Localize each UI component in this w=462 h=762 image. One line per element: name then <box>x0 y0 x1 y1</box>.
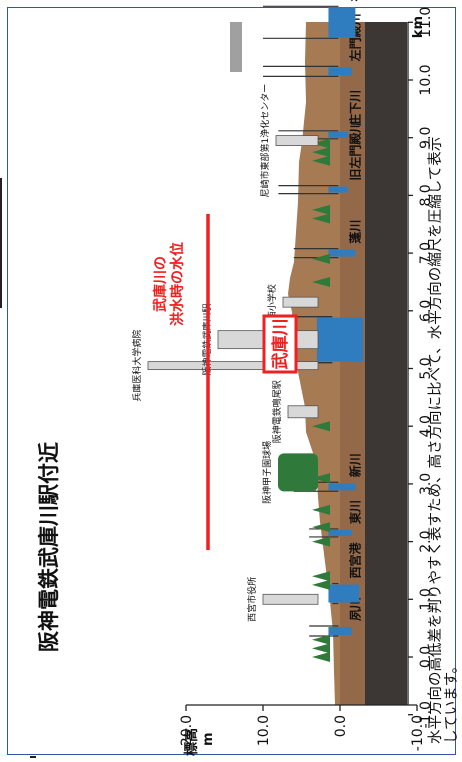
elevation-tick-label: -10.0 <box>410 715 426 751</box>
trees <box>312 138 330 662</box>
tree-icon <box>312 634 330 645</box>
elevation-axis-label: 標高 <box>183 728 200 756</box>
tree-icon <box>312 253 330 264</box>
elevation-tick-label: 0.0 <box>333 715 349 737</box>
tree-icon <box>312 147 330 158</box>
distance-tick-label: 10.0 <box>418 64 434 95</box>
building-icon <box>282 296 319 308</box>
landmark-label: 西小学校 <box>266 284 278 320</box>
tree-icon <box>312 571 330 582</box>
landmark-label: 尼崎市東部第1浄化センター <box>259 84 271 198</box>
tree-icon <box>312 536 330 547</box>
distance-tick-label: 6.0 <box>418 300 434 322</box>
building-icon <box>275 135 319 146</box>
landmark: 尼崎市東部第1浄化センター <box>259 84 319 198</box>
distance-axis: -1.0 0.0 1.0 2.0 3.0 4.0 5.0 6.0 7.0 8.0 9.0 10.0 11… <box>407 7 434 728</box>
featured-river-box: 武庫川 <box>262 314 298 374</box>
elevation-tick-label: 20.0 <box>179 715 195 746</box>
distance-tick-label: 11.0 <box>418 7 434 38</box>
distance-tick-label: 2.0 <box>418 530 434 552</box>
left-edge-mark <box>0 178 2 308</box>
tree-icon <box>312 155 330 166</box>
tree-icon <box>312 579 330 590</box>
river-water <box>328 483 356 491</box>
river: 夙川 <box>309 597 362 637</box>
tree-icon <box>312 213 330 224</box>
tree-icon <box>312 473 330 484</box>
river-water <box>328 529 352 536</box>
building-icon <box>287 405 319 419</box>
river-water <box>328 584 360 603</box>
river-water <box>328 249 356 257</box>
subsoil-layer <box>365 22 407 705</box>
river-label: 西宮港 <box>347 542 362 579</box>
river-water <box>328 131 348 138</box>
distance-tick-label: 8.0 <box>418 184 434 206</box>
landmark-label: 兵庫医科大学病院 <box>131 330 143 402</box>
tree-icon <box>312 138 330 149</box>
tree-icon <box>312 643 330 654</box>
bottom-edge-mark <box>30 756 36 758</box>
flood-level-label: 武庫川の洪水時の水位 <box>152 242 186 326</box>
river: 西宮港 <box>328 542 362 605</box>
river-water <box>328 7 356 38</box>
river: 東川 <box>309 500 362 538</box>
tree-icon <box>312 652 330 662</box>
river: 左門殿川 <box>263 13 362 77</box>
river-label: 旧左門殿川 <box>347 121 362 181</box>
footnote: 水平方向の高低差を判りやすく表すため、高さ方向に比べて、水平方向の縮尺を圧縮して… <box>427 137 460 744</box>
tree-icon <box>312 421 330 432</box>
river-label: 神崎川 <box>347 0 362 1</box>
distance-tick-label: -1.0 <box>418 701 434 728</box>
river-label: 庄下川 <box>347 90 362 126</box>
distance-tick-label: 9.0 <box>418 127 434 149</box>
building-icon <box>262 593 319 605</box>
featured-river-label: 武庫川 <box>270 319 291 370</box>
landmark-label: 阪神甲子園球場 <box>261 441 273 504</box>
landmark-label: 西宮市役所 <box>246 577 258 622</box>
distance-tick-label: 0.0 <box>418 646 434 668</box>
tree-icon <box>312 522 330 533</box>
river-water <box>328 627 352 636</box>
river-label: 夙川 <box>348 597 362 621</box>
distance-tick-label: 7.0 <box>418 242 434 264</box>
river-label: 東川 <box>347 500 362 524</box>
tree-icon <box>312 204 330 215</box>
distance-axis-unit: km <box>411 16 426 38</box>
tree-icon <box>312 504 330 515</box>
elevation-axis: 20.0 10.0 0.0 -10.0 標高 m <box>179 704 426 756</box>
stadium-icon <box>278 453 318 492</box>
distance-tick-label: 4.0 <box>418 415 434 437</box>
landmark: 阪神電鉄鳴尾駅 <box>271 380 319 443</box>
landmark: 西宮市役所 <box>246 577 319 622</box>
river: 旧左門殿川 <box>278 121 362 195</box>
diagram-frame <box>7 7 456 755</box>
elevation-tick-label: 10.0 <box>256 715 272 746</box>
river: 神崎川 <box>263 0 362 39</box>
landmark-label: 阪神電鉄鳴尾駅 <box>271 380 283 443</box>
river-label: 新川 <box>347 453 362 477</box>
distance-tick-label: 3.0 <box>418 473 434 495</box>
tree-icon <box>312 276 330 287</box>
diagram-title: 阪神電鉄武庫川駅付近 <box>37 442 61 652</box>
elevation-axis-unit: m <box>201 732 216 746</box>
mukogawa-water <box>316 317 364 362</box>
river-water <box>328 186 348 193</box>
upper-left-grey-strip <box>230 22 242 72</box>
river-label: 蓬川 <box>347 220 362 244</box>
river: 蓬川 <box>293 220 362 259</box>
distance-tick-label: 1.0 <box>418 588 434 610</box>
river-water <box>328 67 352 76</box>
landmark: 西小学校 <box>266 284 319 320</box>
landmark: 阪神甲子園球場 <box>261 441 318 504</box>
distance-tick-label: 5.0 <box>418 357 434 379</box>
